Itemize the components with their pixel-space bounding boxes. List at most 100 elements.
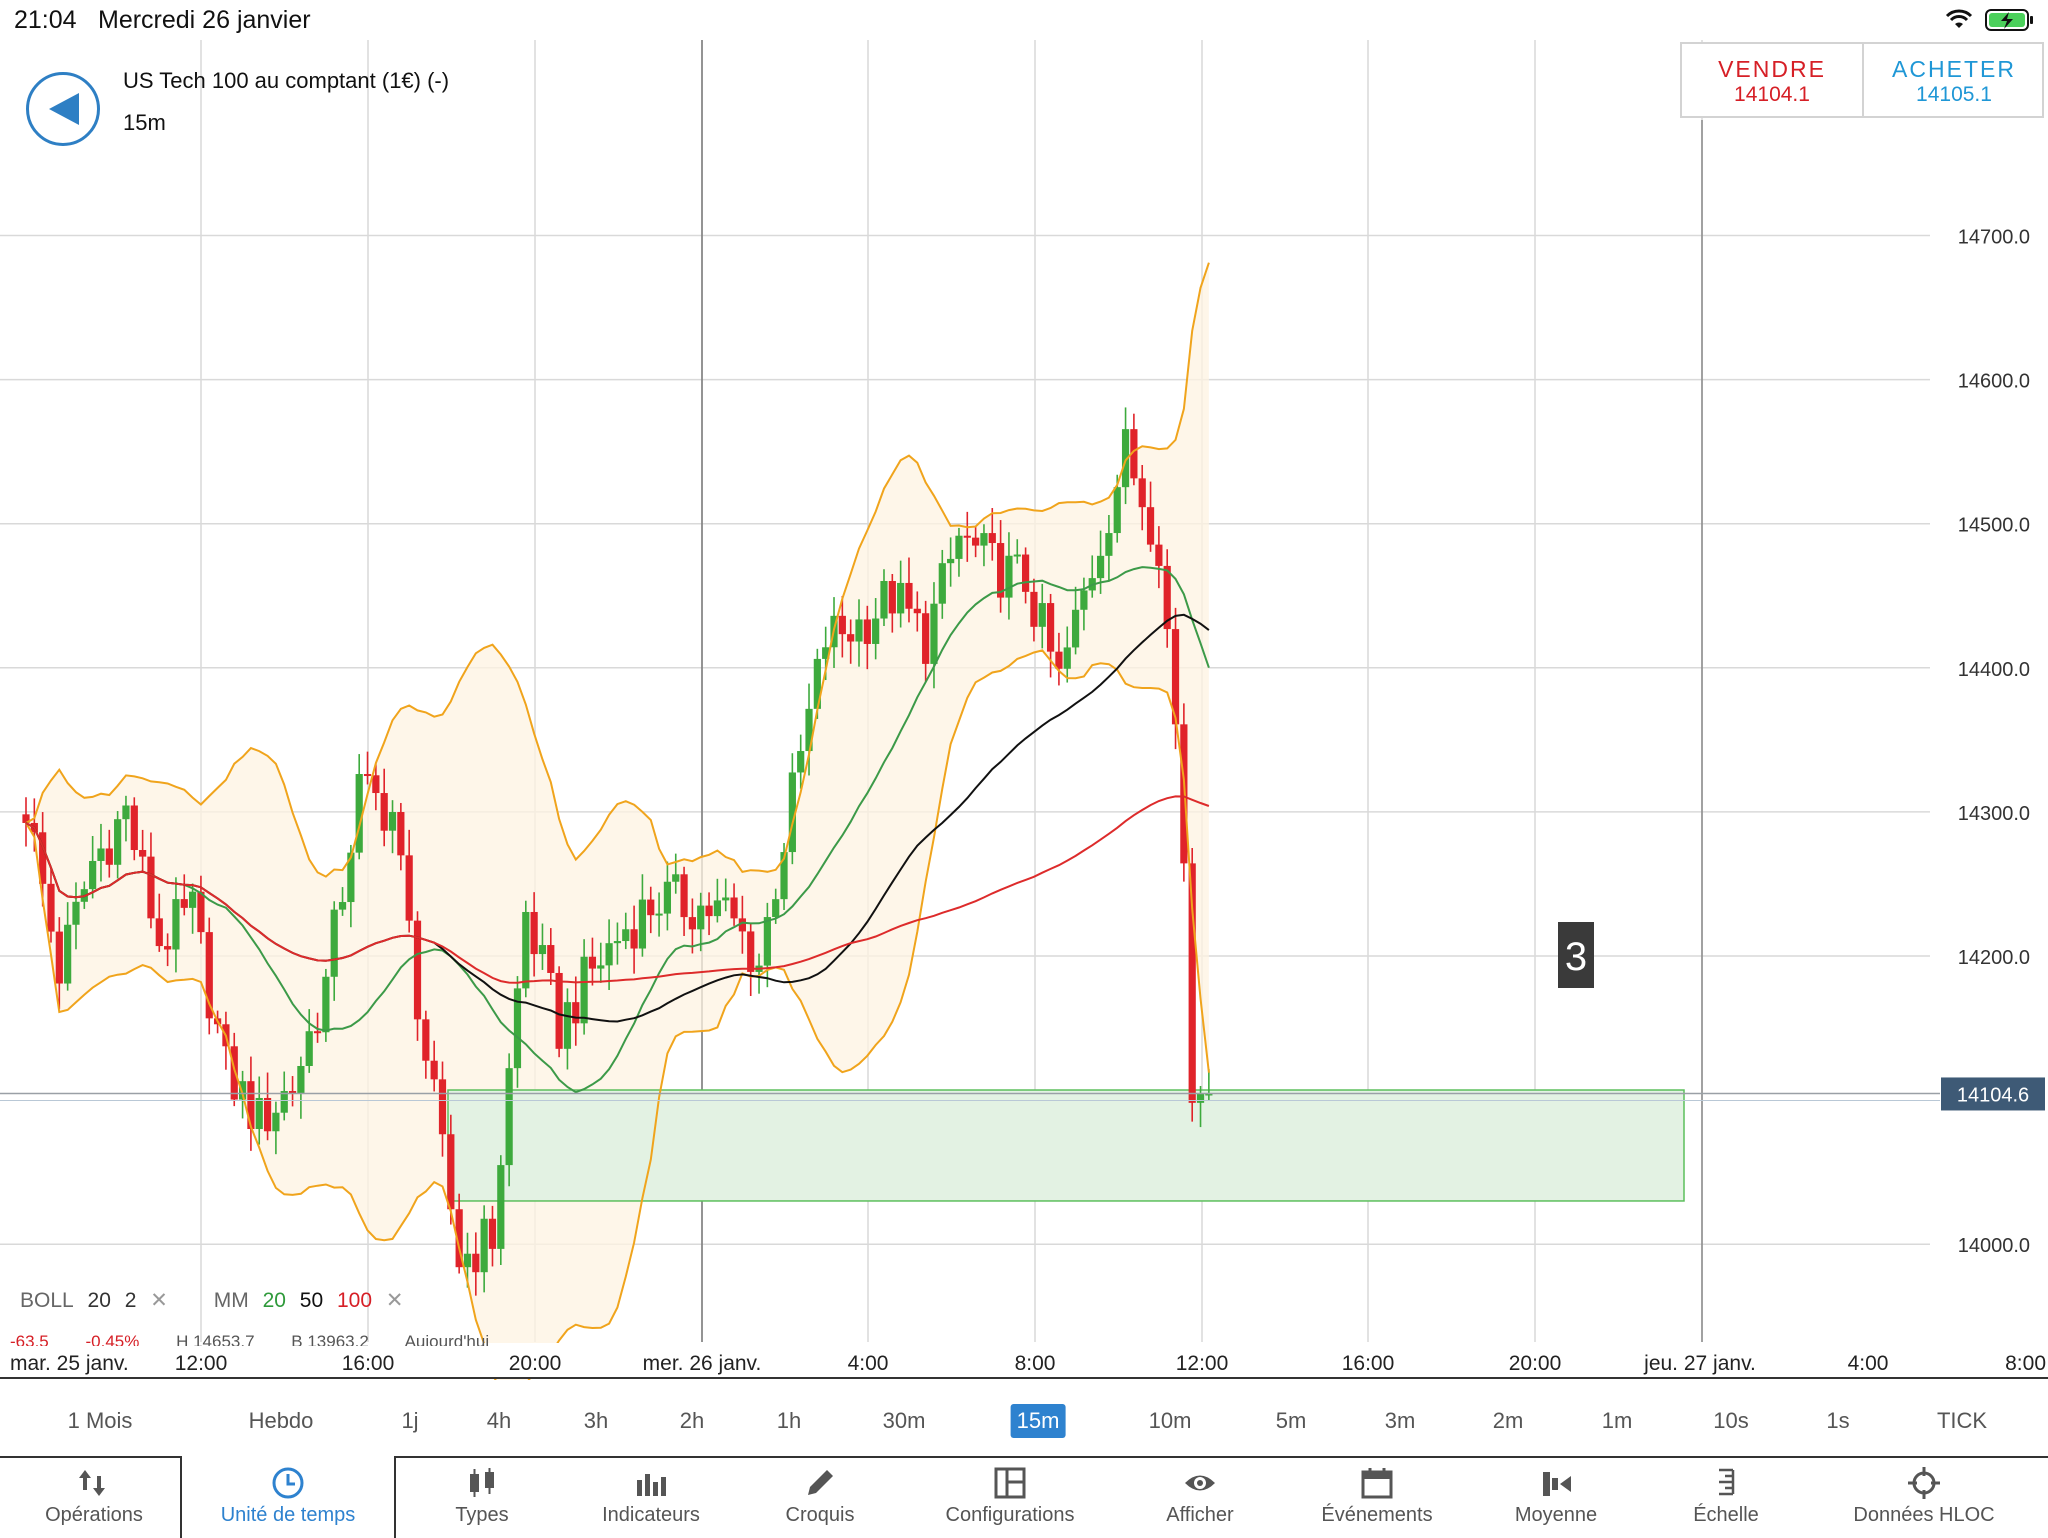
candle-up (763, 917, 771, 966)
candle-up (505, 1068, 513, 1166)
candle-up (655, 913, 663, 916)
x-axis-background (0, 1343, 2048, 1379)
buy-button[interactable]: ACHETER 14105.1 (1864, 44, 2044, 116)
x-axis-label: jeu. 27 janv. (1643, 1352, 1756, 1375)
timeframe-1s[interactable]: 1s (1826, 1408, 1850, 1433)
toolbar-label: Échelle (1693, 1504, 1759, 1526)
candle-down (1163, 565, 1171, 630)
toolbar-scale[interactable]: Échelle (1641, 1458, 1811, 1538)
toolbar-label: Données HLOC (1853, 1504, 1995, 1526)
mm-20-line (25, 566, 1210, 1094)
crosshair-icon (1908, 1467, 1940, 1499)
candle-down (688, 917, 696, 930)
toolbar-configurations[interactable]: Configurations (925, 1458, 1095, 1538)
candle-up (1063, 647, 1071, 669)
x-axis-label: 20:00 (509, 1352, 562, 1375)
timeframe-30m[interactable]: 30m (882, 1408, 926, 1433)
candle-up (788, 772, 796, 853)
timeframe-tick[interactable]: TICK (1936, 1408, 1988, 1433)
battery-charging-icon (1985, 9, 2033, 31)
candle-down (405, 855, 413, 921)
candle-down (1155, 544, 1163, 566)
candle-down (147, 856, 155, 919)
toolbar-events[interactable]: Événements (1292, 1458, 1462, 1538)
candle-up (305, 1031, 313, 1066)
toolbar-operations[interactable]: Opérations (9, 1458, 179, 1538)
candle-up (622, 929, 630, 942)
y-axis-label: 14200.0 (1958, 947, 2030, 969)
candle-up (64, 924, 72, 984)
timeframe-1-mois[interactable]: 1 Mois (67, 1408, 133, 1433)
timeframe-15m[interactable]: 15m (1010, 1404, 1066, 1438)
candle-up (238, 1081, 247, 1100)
timeframe-5m[interactable]: 5m (1275, 1408, 1307, 1433)
candle-up (97, 848, 105, 861)
timeframe-3h[interactable]: 3h (583, 1408, 609, 1433)
candle-down (363, 774, 372, 777)
remove-mm-button[interactable]: ✕ (385, 1289, 404, 1312)
trade-panel: VENDRE 14104.1 ACHETER 14105.1 (1680, 42, 2044, 118)
candle-down (905, 582, 913, 609)
timeframe-4h[interactable]: 4h (486, 1408, 512, 1433)
x-axis-label: 8:00 (2005, 1352, 2046, 1375)
price-chart[interactable]: 14104.6 3 14700.0 14600.0 14500.0 14400.0 1430… (0, 40, 2048, 1380)
boll-deviation: 2 (124, 1289, 137, 1312)
candle-up (322, 976, 330, 1033)
timeframe-10m[interactable]: 10m (1148, 1408, 1192, 1433)
candle-up (172, 899, 180, 950)
candle-down (430, 1060, 438, 1080)
y-axis-label: 14500.0 (1958, 515, 2030, 537)
x-axis-label: 8:00 (1015, 1352, 1056, 1375)
candle-down (913, 608, 921, 614)
candle-down (422, 1019, 430, 1061)
candle-down (863, 619, 871, 644)
status-bar: 21:04 Mercredi 26 janvier (0, 0, 2048, 40)
toolbar-sketches[interactable]: Croquis (735, 1458, 905, 1538)
candle-down (39, 832, 47, 884)
candle-down (313, 1031, 322, 1034)
timeframe-2h[interactable]: 2h (679, 1408, 705, 1433)
candle-up (513, 988, 522, 1069)
timeframe-2m[interactable]: 2m (1492, 1408, 1524, 1433)
candle-up (1196, 1093, 1205, 1103)
toolbar-average[interactable]: Moyenne (1471, 1458, 1641, 1538)
candle-down (247, 1081, 255, 1130)
candle-up (947, 558, 955, 564)
toolbar-time-unit[interactable]: Unité de temps (203, 1458, 373, 1538)
candle-up (480, 1218, 488, 1273)
toolbar-indicators[interactable]: Indicateurs (566, 1458, 736, 1538)
sell-price: 14104.1 (1734, 83, 1810, 106)
timeframe-1j[interactable]: 1j (401, 1408, 419, 1433)
mm-20: 20 (262, 1289, 286, 1312)
candle-down (155, 918, 163, 947)
toolbar-display[interactable]: Afficher (1115, 1458, 1285, 1538)
support-zone[interactable] (447, 1089, 1685, 1202)
candle-down (180, 899, 188, 908)
toolbar-types[interactable]: Types (397, 1458, 567, 1538)
candle-up (772, 899, 780, 918)
candle-up (1113, 487, 1121, 534)
high-value: H 14653.7 (176, 1332, 255, 1346)
back-button[interactable] (26, 72, 100, 146)
candle-down (747, 931, 755, 972)
timeframe-3m[interactable]: 3m (1384, 1408, 1416, 1433)
candle-down (472, 1253, 480, 1273)
candle-down (205, 932, 213, 1019)
candle-up (1013, 554, 1021, 557)
x-axis-label: 12:00 (175, 1352, 228, 1375)
sell-button[interactable]: VENDRE 14104.1 (1682, 44, 1864, 116)
x-axis-label: 4:00 (1848, 1352, 1889, 1375)
candle-down (588, 956, 597, 969)
candle-countdown-badge (1558, 922, 1594, 988)
candle-up (272, 1112, 280, 1132)
clock-icon (272, 1467, 304, 1499)
candle-down (197, 891, 205, 933)
candle-up (672, 874, 680, 882)
timeframe-hebdo[interactable]: Hebdo (248, 1408, 314, 1433)
timeframe-1h[interactable]: 1h (776, 1408, 802, 1433)
toolbar-hloc-data[interactable]: Données HLOC (1839, 1458, 2009, 1538)
candle-down (1130, 429, 1138, 479)
timeframe-10s[interactable]: 10s (1713, 1408, 1749, 1433)
remove-boll-button[interactable]: ✕ (150, 1289, 168, 1312)
timeframe-1m[interactable]: 1m (1601, 1408, 1633, 1433)
